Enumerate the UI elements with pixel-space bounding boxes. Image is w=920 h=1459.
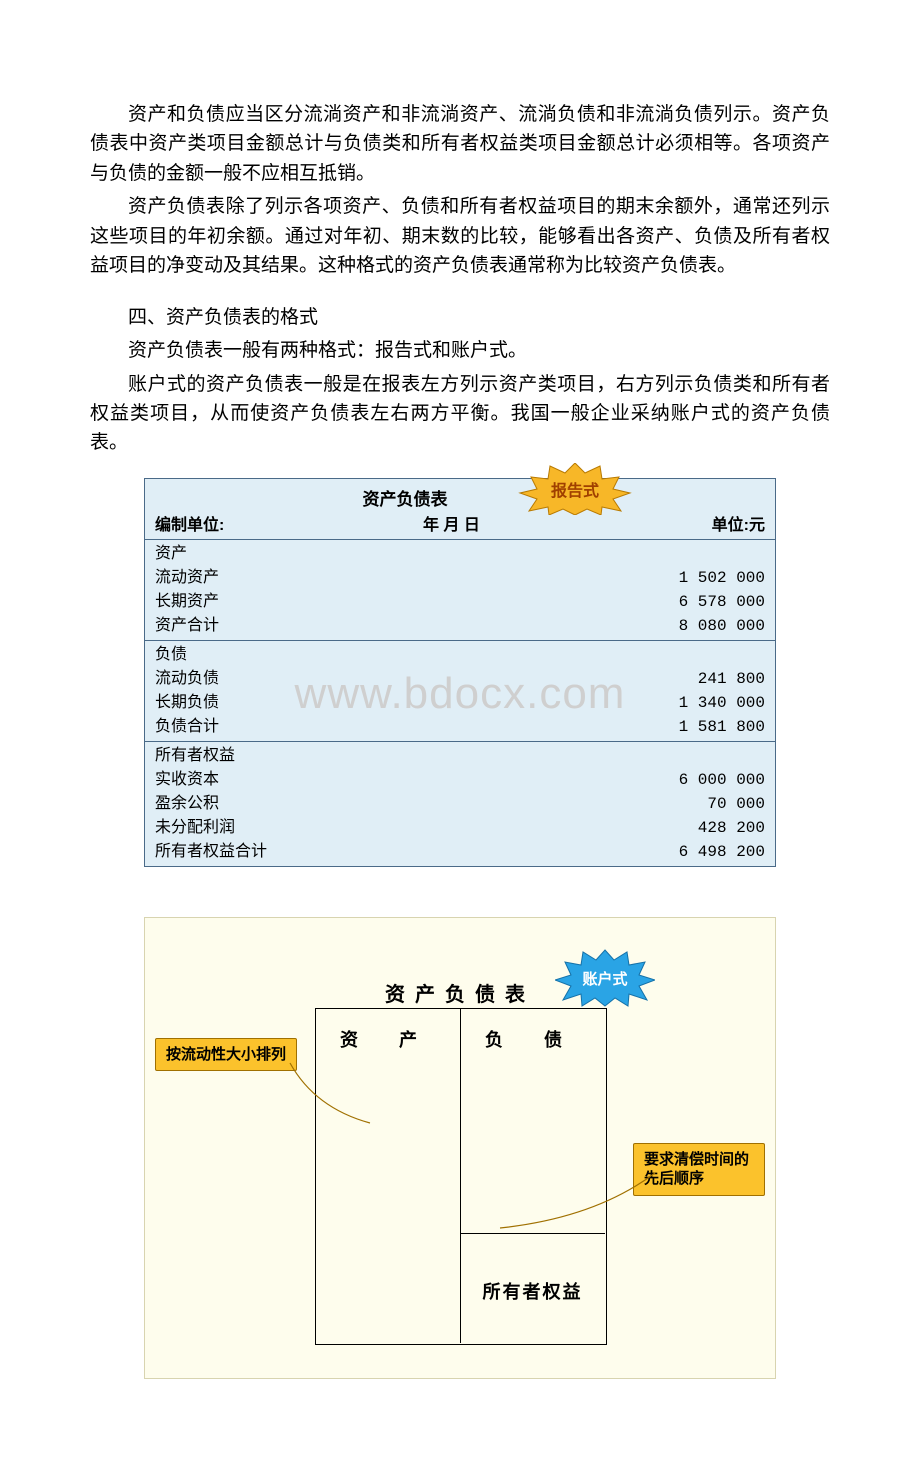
section-equity: 所有者权益 实收资本 6 000 000 盈余公积 70 000 未分配利润 428 … [145, 742, 775, 866]
diagram-title: 资产负债表 [145, 978, 775, 1007]
label-date: 年 月 日 [423, 511, 480, 535]
report-balance-sheet: www.bdocx.com 资产负债表 报告式 编制单位: 年 月 日 单位:元… [144, 478, 776, 867]
row-label: 所有者权益合计 [155, 840, 267, 864]
connector-right [495, 1168, 665, 1238]
cell-equity: 所有者权益 [460, 1278, 605, 1304]
paragraph-5: 账户式的资产负债表一般是在报表左方列示资产类项目，右方列示负债类和所有者权益类项… [90, 370, 830, 458]
row-label: 实收资本 [155, 768, 219, 792]
row-val [655, 744, 765, 768]
row-val: 8 080 000 [655, 614, 765, 638]
label-unit: 单位:元 [712, 511, 765, 535]
row-label: 未分配利润 [155, 816, 235, 840]
row-label: 长期负债 [155, 691, 219, 715]
callout-left: 按流动性大小排列 [155, 1038, 297, 1072]
row-label: 长期资产 [155, 590, 219, 614]
row-label: 负债合计 [155, 715, 219, 739]
row-label: 资产合计 [155, 614, 219, 638]
row-label: 负债 [155, 643, 187, 667]
section-assets: 资产 流动资产 1 502 000 长期资产 6 578 000 资产合计 8 080… [145, 540, 775, 641]
row-val: 6 578 000 [655, 590, 765, 614]
row-val [655, 542, 765, 566]
heading-section-4: 四、资产负债表的格式 [90, 303, 830, 332]
row-val [655, 643, 765, 667]
row-val: 70 000 [655, 792, 765, 816]
row-label: 盈余公积 [155, 792, 219, 816]
row-label: 流动资产 [155, 566, 219, 590]
account-format-diagram: 账户式 资产负债表 资 产 负 债 所有者权益 按流动性大小排列 要求清偿时间的… [144, 917, 776, 1379]
row-val: 1 581 800 [655, 715, 765, 739]
row-label: 资产 [155, 542, 187, 566]
row-label: 所有者权益 [155, 744, 235, 768]
badge-report-format: 报告式 [515, 463, 635, 515]
paragraph-4: 资产负债表一般有两种格式：报告式和账户式。 [90, 336, 830, 365]
label-unit-by: 编制单位: [155, 511, 224, 535]
section-liabilities: 负债 流动负债 241 800 长期负债 1 340 000 负债合计 1 581 8… [145, 641, 775, 742]
paragraph-1: 资产和负债应当区分流淌资产和非流淌资产、流淌负债和非流淌负债列示。资产负债表中资… [90, 100, 830, 188]
row-val: 428 200 [655, 816, 765, 840]
paragraph-2: 资产负债表除了列示各项资产、负债和所有者权益项目的期末余额外，通常还列示这些项目… [90, 192, 830, 280]
row-label: 流动负债 [155, 667, 219, 691]
row-val: 6 498 200 [655, 840, 765, 864]
badge-text: 报告式 [515, 477, 635, 501]
row-val: 1 340 000 [655, 691, 765, 715]
cell-liabilities: 负 债 [460, 1026, 605, 1052]
row-val: 6 000 000 [655, 768, 765, 792]
row-val: 241 800 [655, 667, 765, 691]
report-title: 资产负债表 [363, 485, 448, 510]
connector-left [285, 1048, 375, 1138]
row-val: 1 502 000 [655, 566, 765, 590]
